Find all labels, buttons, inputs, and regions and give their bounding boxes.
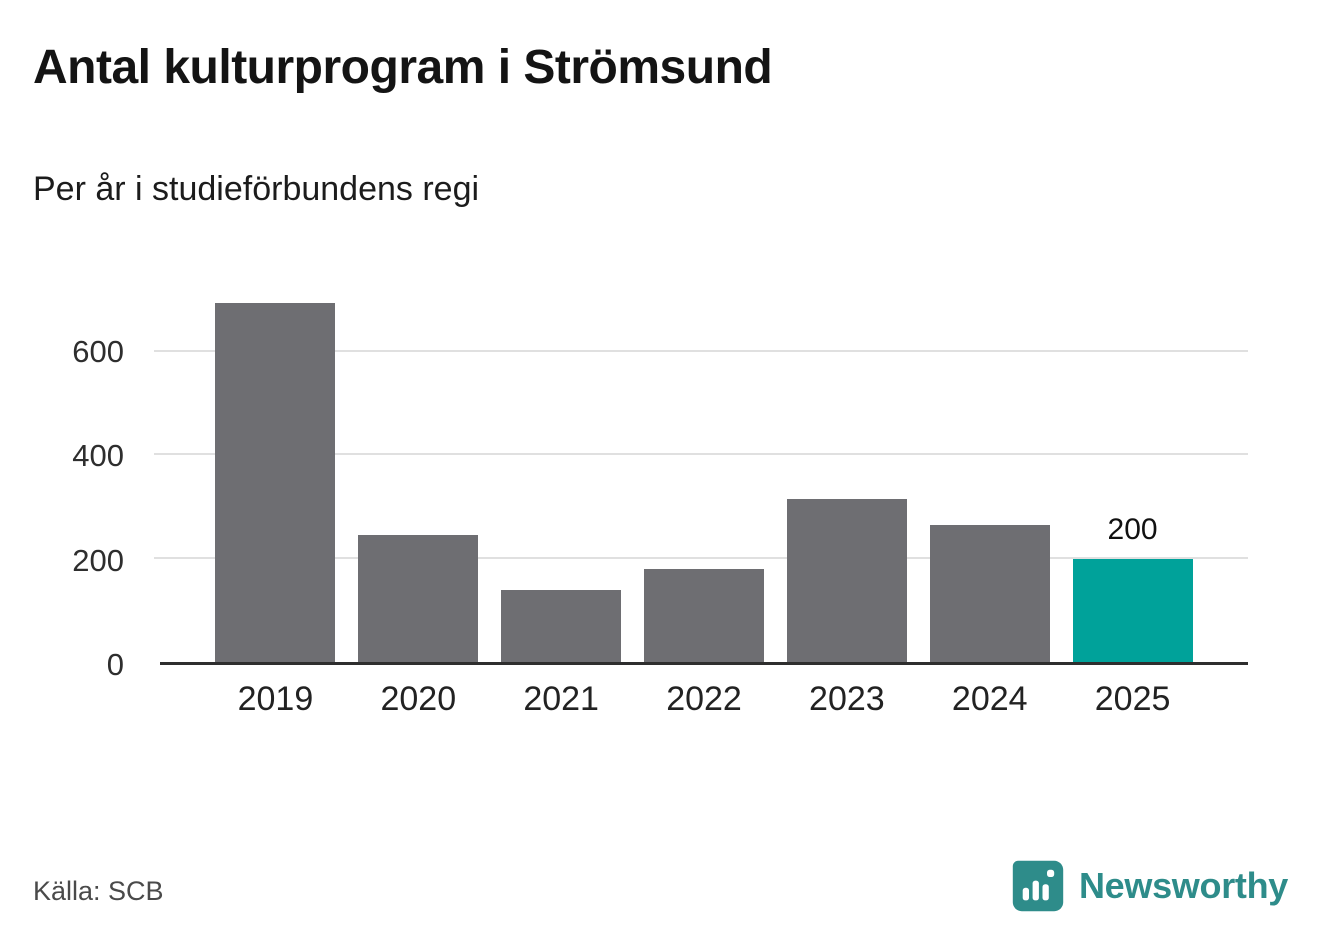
x-tick-label: 2025 (1094, 680, 1171, 718)
y-axis: 0 200 400 600 (0, 300, 142, 682)
newsworthy-wordmark: Newsworthy (1078, 865, 1288, 906)
bars-row: 2019 2020 2021 2022 2023 2024 200 2025 (160, 300, 1248, 718)
bar-value-label: 200 (1107, 512, 1158, 546)
x-tick-label: 2019 (237, 680, 314, 718)
x-tick-label: 2023 (809, 680, 885, 718)
bar-slot-2019: 2019 (204, 300, 347, 718)
chart-title: Antal kulturprogram i Strömsund (33, 41, 773, 94)
bar-2019 (215, 302, 336, 662)
bar-slot-2022: 2022 (633, 300, 776, 718)
bar-2021 (501, 589, 622, 662)
bar-slot-2023: 2023 (775, 300, 918, 718)
x-tick-label: 2021 (523, 680, 599, 718)
bar-chart: 0 200 400 600 2019 2020 2021 2022 2023 2024 200 20… (0, 300, 1322, 718)
bar-2023 (786, 499, 907, 662)
y-tick-label: 0 (106, 647, 124, 682)
chart-subtitle: Per år i studieförbundens regi (33, 170, 480, 208)
y-tick-label: 400 (72, 438, 124, 474)
bar-slot-2024: 2024 (918, 300, 1061, 718)
bar-slot-2025: 200 2025 (1061, 300, 1204, 718)
bar-2024 (929, 524, 1050, 662)
newsworthy-chart-icon (1012, 860, 1064, 912)
bar-2022 (644, 568, 764, 662)
plot-area: 2019 2020 2021 2022 2023 2024 200 2025 (154, 300, 1248, 718)
source-note: Källa: SCB (33, 876, 164, 906)
y-tick-label: 200 (72, 542, 124, 578)
bar-slot-2020: 2020 (347, 300, 490, 718)
x-tick-label: 2022 (666, 680, 742, 718)
bar-2025 (1072, 558, 1193, 662)
x-tick-label: 2024 (951, 680, 1028, 718)
gridline (154, 453, 1248, 456)
bar-slot-2021: 2021 (490, 300, 633, 718)
y-tick-label: 600 (72, 334, 124, 370)
gridline (154, 556, 1248, 559)
bar-2020 (358, 535, 479, 662)
x-tick-label: 2020 (380, 680, 457, 718)
newsworthy-logo: Newsworthy (1011, 859, 1288, 913)
gridline (154, 349, 1248, 352)
